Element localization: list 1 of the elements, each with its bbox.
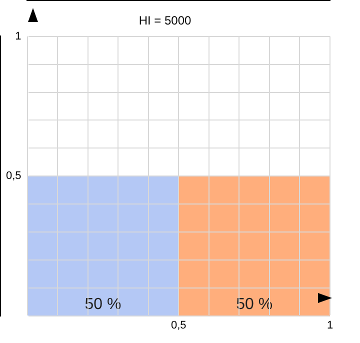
chart-title: HI = 5000 — [138, 14, 192, 28]
